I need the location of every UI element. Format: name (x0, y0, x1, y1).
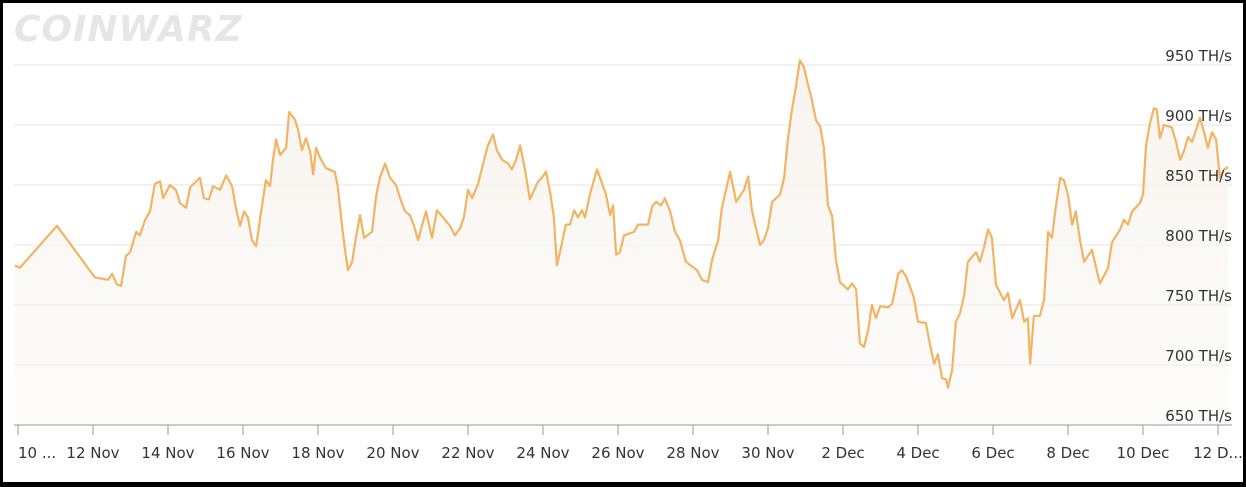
x-tick-label: 26 Nov (591, 444, 644, 462)
x-tick-label: 6 Dec (971, 444, 1014, 462)
x-tick-label: 30 Nov (741, 444, 794, 462)
line (14, 59, 1229, 389)
x-tick-label: 18 Nov (291, 444, 344, 462)
x-tick-label: 14 Nov (141, 444, 194, 462)
axes: 650 TH/s 700 TH/s 750 TH/s 800 TH/s 850 TH/s… (14, 47, 1243, 462)
y-tick-label: 800 TH/s (1165, 227, 1232, 245)
y-tick-label: 700 TH/s (1165, 347, 1232, 365)
x-tick-label: 2 Dec (821, 444, 864, 462)
y-tick-label: 650 TH/s (1165, 407, 1232, 425)
x-tick-label: 8 Dec (1046, 444, 1089, 462)
x-tick-label: 16 Nov (216, 444, 269, 462)
y-tick-label: 900 TH/s (1165, 107, 1232, 125)
x-tick-label: 12 Nov (66, 444, 119, 462)
x-tick-label: 20 Nov (366, 444, 419, 462)
x-tick-label: 22 Nov (441, 444, 494, 462)
area-fill (15, 60, 1229, 425)
watermark: COINWARZ (14, 9, 243, 50)
y-tick-label: 750 TH/s (1165, 287, 1232, 305)
x-tick-label: 12 D... (1193, 444, 1243, 462)
y-tick-label: 850 TH/s (1165, 167, 1232, 185)
x-tick-label: 4 Dec (896, 444, 939, 462)
x-tick-label: 28 Nov (666, 444, 719, 462)
x-tick-label: 24 Nov (516, 444, 569, 462)
x-tick-label: 10 ... (18, 444, 56, 462)
plot (14, 59, 1229, 425)
frame-bottom (0, 482, 1246, 487)
x-tick-label: 10 Dec (1117, 444, 1170, 462)
y-tick-label: 950 TH/s (1165, 47, 1232, 65)
